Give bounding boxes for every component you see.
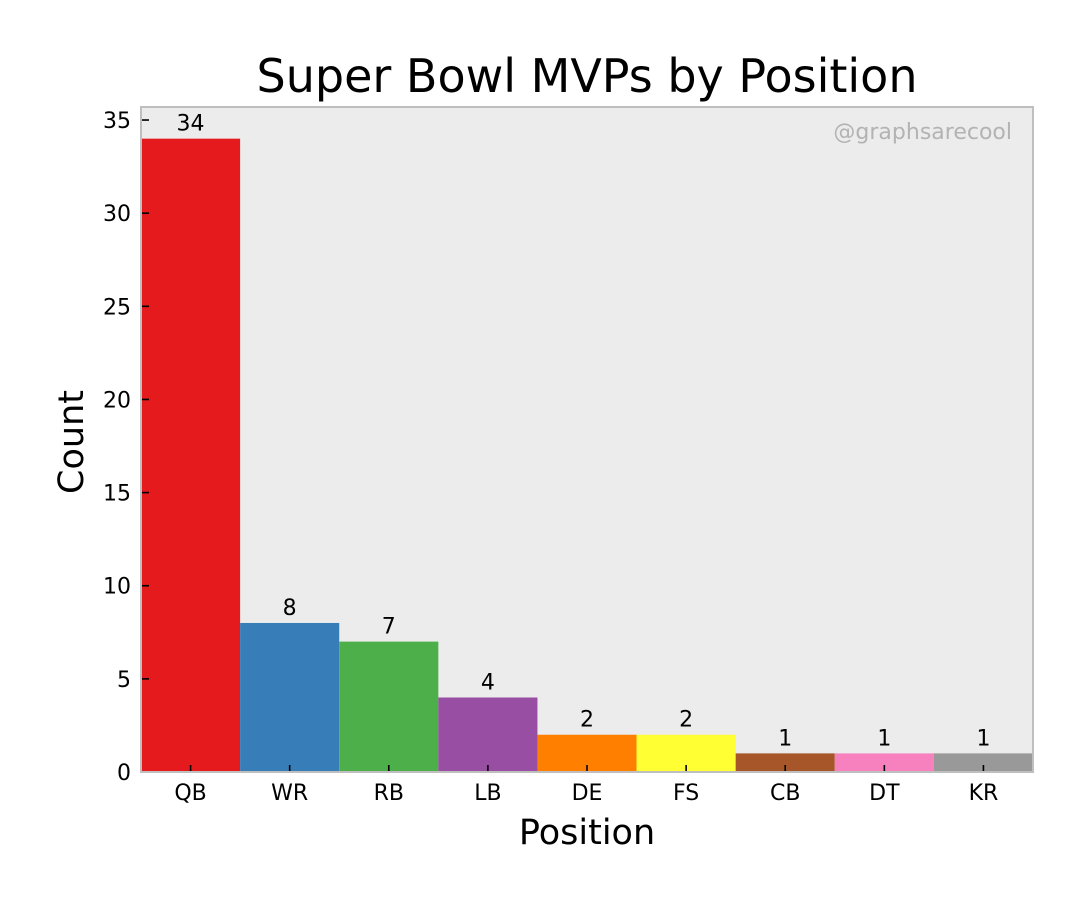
plot-frame (140, 106, 1034, 773)
x-tick-label-lb: LB (474, 781, 501, 806)
y-tick-label-15: 15 (103, 482, 131, 507)
bar-lb (438, 697, 538, 772)
value-label-fs: 2 (679, 708, 693, 733)
x-tick-label-fs: FS (673, 781, 699, 806)
value-label-qb: 34 (177, 112, 205, 137)
value-label-de: 2 (580, 708, 594, 733)
x-tick-label-qb: QB (174, 781, 206, 806)
bar-cb (735, 753, 835, 772)
value-label-kr: 1 (976, 726, 990, 751)
value-label-lb: 4 (481, 670, 495, 695)
bar-rb (339, 641, 439, 772)
x-tick-label-rb: RB (374, 781, 404, 806)
y-tick-label-25: 25 (103, 295, 131, 320)
value-labels-group: 34 8 7 4 2 2 1 1 1 (177, 112, 991, 752)
bar-dt (834, 753, 934, 772)
bar-wr (240, 622, 340, 772)
y-tick-label-30: 30 (103, 202, 131, 227)
value-label-cb: 1 (778, 726, 792, 751)
value-label-wr: 8 (283, 596, 297, 621)
x-tick-label-de: DE (572, 781, 603, 806)
y-tick-label-20: 20 (103, 388, 131, 413)
x-tick-label-kr: KR (969, 781, 999, 806)
value-label-dt: 1 (877, 726, 891, 751)
y-tick-label-35: 35 (103, 109, 131, 134)
bar-qb (141, 138, 241, 772)
chart-title: Super Bowl MVPs by Position (257, 49, 918, 103)
y-axis-label: Count (52, 390, 92, 494)
y-axis: 0 5 10 15 20 25 30 35 (103, 109, 149, 786)
watermark-text: @graphsarecool (833, 120, 1012, 145)
y-tick-label-0: 0 (117, 761, 131, 786)
y-tick-label-5: 5 (117, 668, 131, 693)
bar-kr (933, 753, 1033, 772)
x-tick-label-cb: CB (770, 781, 800, 806)
value-label-rb: 7 (382, 615, 396, 640)
x-tick-label-wr: WR (271, 781, 308, 806)
bars-group (141, 138, 1033, 772)
x-tick-label-dt: DT (869, 781, 900, 806)
y-tick-label-10: 10 (103, 575, 131, 600)
x-axis: QB WR RB LB DE FS CB DT KR (174, 765, 998, 806)
x-axis-label: Position (519, 813, 655, 853)
